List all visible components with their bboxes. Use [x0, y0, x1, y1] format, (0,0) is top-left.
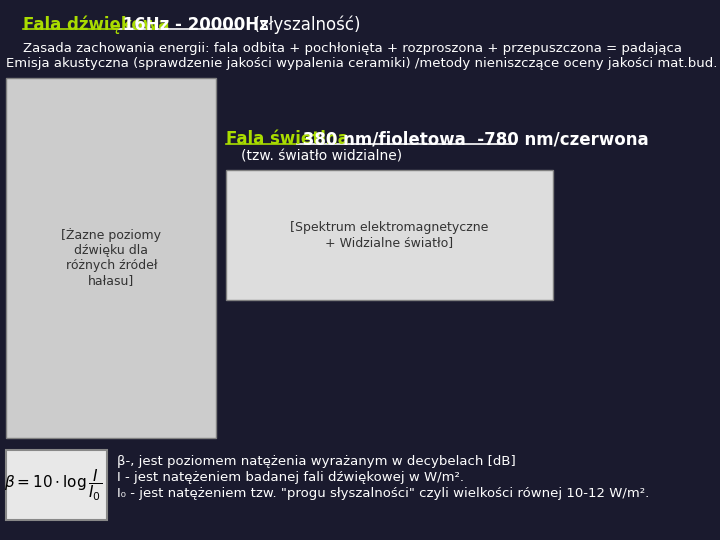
- Text: Fala dźwiękowa: Fala dźwiękowa: [23, 16, 170, 35]
- Text: Emisja akustyczna (sprawdzenie jakości wypalenia ceramiki) /metody nieniszczące : Emisja akustyczna (sprawdzenie jakości w…: [6, 57, 718, 70]
- Text: [Spektrum elektromagnetyczne
+ Widzialne światło]: [Spektrum elektromagnetyczne + Widzialne…: [290, 221, 488, 249]
- Text: $\beta = 10 \cdot \log \dfrac{I}{I_0}$: $\beta = 10 \cdot \log \dfrac{I}{I_0}$: [4, 467, 102, 503]
- FancyBboxPatch shape: [6, 450, 107, 520]
- Text: I₀ - jest natężeniem tzw. "progu słyszalności" czyli wielkości równej 10-12 W/m²: I₀ - jest natężeniem tzw. "progu słyszal…: [117, 487, 649, 500]
- Text: I - jest natężeniem badanej fali dźwiękowej w W/m².: I - jest natężeniem badanej fali dźwięko…: [117, 471, 464, 484]
- Text: Zasada zachowania energii: fala odbita + pochłonięta + rozproszona + przepuszczo: Zasada zachowania energii: fala odbita +…: [23, 42, 683, 55]
- Text: (słyszalność): (słyszalność): [243, 16, 360, 35]
- Text: β-, jest poziomem natężenia wyrażanym w decybelach [dB]: β-, jest poziomem natężenia wyrażanym w …: [117, 455, 516, 468]
- FancyBboxPatch shape: [6, 78, 217, 438]
- Text: (tzw. światło widzialne): (tzw. światło widzialne): [241, 150, 402, 164]
- FancyBboxPatch shape: [226, 170, 553, 300]
- Text: [Żazne poziomy
dźwięku dla
różnych źródeł
hałasu]: [Żazne poziomy dźwięku dla różnych źróde…: [61, 228, 161, 287]
- Text: Fala świetlna: Fala świetlna: [226, 130, 348, 148]
- Text: 16Hz - 20000Hz: 16Hz - 20000Hz: [117, 16, 269, 34]
- Text: 380 nm/fioletowa  -780 nm/czerwona: 380 nm/fioletowa -780 nm/czerwona: [297, 130, 649, 148]
